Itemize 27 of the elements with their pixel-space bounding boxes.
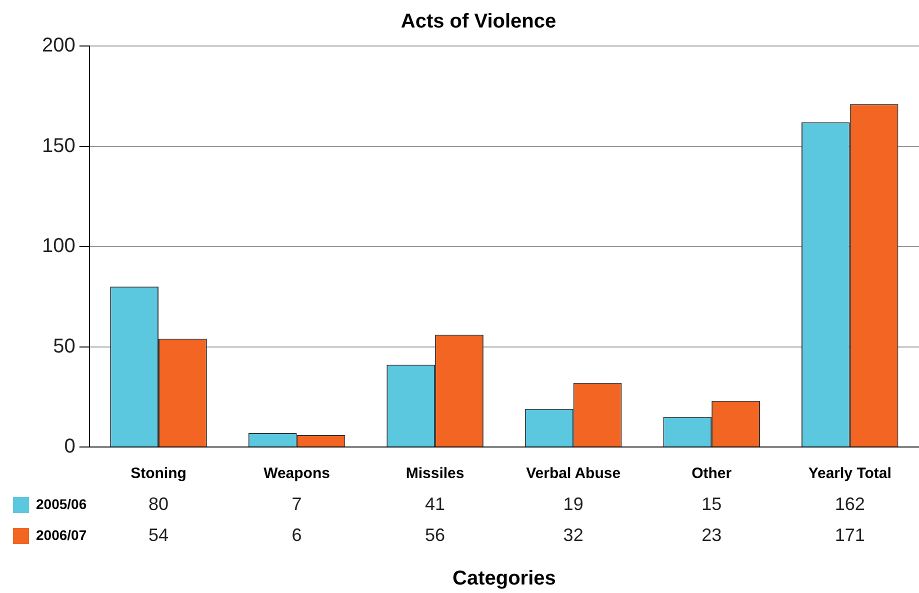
data-label: 32 xyxy=(563,524,584,545)
data-label: 41 xyxy=(425,494,446,514)
x-axis-title: Categories xyxy=(452,568,556,590)
legend-label: 2006/07 xyxy=(36,526,87,543)
x-tick-label: Stoning xyxy=(130,465,186,482)
x-tick-label: Other xyxy=(692,465,732,482)
data-label: 162 xyxy=(834,494,865,514)
data-label: 171 xyxy=(834,524,865,545)
y-tick-label: 200 xyxy=(42,34,76,57)
chart-title: Acts of Violence xyxy=(400,10,556,33)
legend-label: 2005/06 xyxy=(36,496,87,512)
data-label: 23 xyxy=(702,524,722,545)
y-tick-label: 100 xyxy=(42,235,76,258)
x-tick-label: Verbal Abuse xyxy=(526,465,621,482)
data-label: 54 xyxy=(148,524,169,545)
y-tick-label: 0 xyxy=(64,436,76,458)
data-label: 7 xyxy=(292,494,302,514)
data-label: 80 xyxy=(148,494,169,514)
data-label: 56 xyxy=(425,524,446,545)
y-tick-label: 50 xyxy=(53,335,76,358)
data-label: 19 xyxy=(563,494,584,514)
x-tick-label: Missiles xyxy=(406,465,464,482)
x-tick-label: Weapons xyxy=(264,465,330,482)
y-tick-label: 150 xyxy=(42,134,76,157)
data-label: 15 xyxy=(702,494,722,514)
x-tick-label: Yearly Total xyxy=(808,465,892,482)
data-label: 6 xyxy=(292,524,302,545)
